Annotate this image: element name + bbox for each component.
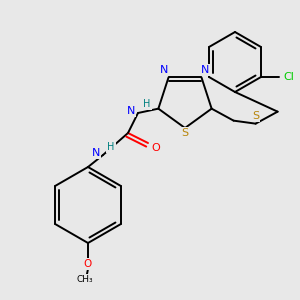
Text: H: H [107,142,115,152]
Text: S: S [182,128,189,138]
Text: Cl: Cl [284,72,294,82]
Text: S: S [252,111,259,121]
Text: N: N [127,106,135,116]
Text: N: N [160,65,169,75]
Text: N: N [201,65,210,75]
Text: N: N [92,148,100,158]
Text: O: O [152,143,160,153]
Text: O: O [84,259,92,269]
Text: CH₃: CH₃ [77,274,93,284]
Text: H: H [143,99,151,109]
